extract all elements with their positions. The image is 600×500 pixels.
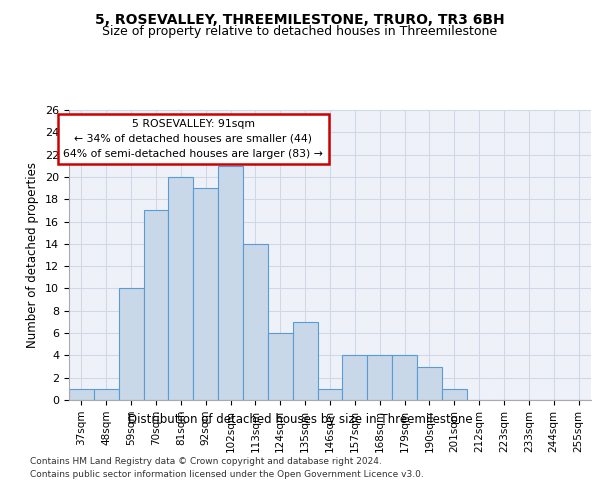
Bar [169, 177, 193, 400]
Bar [317, 389, 343, 400]
Bar [367, 356, 392, 400]
Bar [243, 244, 268, 400]
Bar [417, 366, 442, 400]
Bar [218, 166, 243, 400]
Bar [442, 389, 467, 400]
Bar [94, 389, 119, 400]
Bar [193, 188, 218, 400]
Text: Size of property relative to detached houses in Threemilestone: Size of property relative to detached ho… [103, 25, 497, 38]
Text: 5 ROSEVALLEY: 91sqm
← 34% of detached houses are smaller (44)
64% of semi-detach: 5 ROSEVALLEY: 91sqm ← 34% of detached ho… [64, 119, 323, 158]
Bar [143, 210, 169, 400]
Bar [343, 356, 367, 400]
Text: Contains HM Land Registry data © Crown copyright and database right 2024.: Contains HM Land Registry data © Crown c… [30, 458, 382, 466]
Bar [69, 389, 94, 400]
Bar [392, 356, 417, 400]
Text: Contains public sector information licensed under the Open Government Licence v3: Contains public sector information licen… [30, 470, 424, 479]
Bar [268, 333, 293, 400]
Bar [293, 322, 317, 400]
Text: Distribution of detached houses by size in Threemilestone: Distribution of detached houses by size … [128, 412, 472, 426]
Bar [119, 288, 143, 400]
Text: 5, ROSEVALLEY, THREEMILESTONE, TRURO, TR3 6BH: 5, ROSEVALLEY, THREEMILESTONE, TRURO, TR… [95, 12, 505, 26]
Y-axis label: Number of detached properties: Number of detached properties [26, 162, 40, 348]
